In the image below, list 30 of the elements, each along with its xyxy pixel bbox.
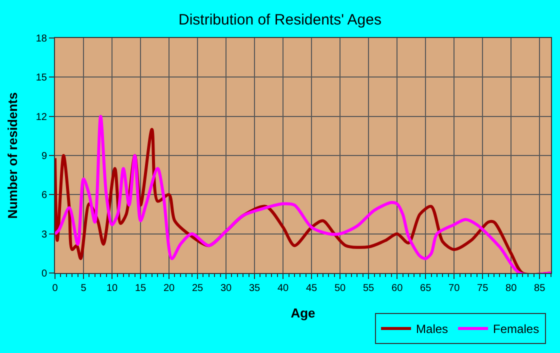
y-tick-label: 15 bbox=[36, 72, 48, 84]
x-tick-label: 15 bbox=[134, 283, 147, 294]
x-tick-label: 20 bbox=[163, 283, 176, 294]
y-tick-label: 3 bbox=[41, 229, 48, 240]
y-tick-label: 12 bbox=[36, 112, 48, 123]
x-tick-label: 40 bbox=[277, 283, 290, 294]
x-tick-label: 75 bbox=[477, 283, 489, 294]
x-tick-label: 50 bbox=[334, 283, 346, 294]
legend-label: Males bbox=[416, 322, 448, 336]
x-tick-label: 25 bbox=[192, 283, 204, 294]
x-tick-label: 45 bbox=[306, 283, 318, 294]
y-tick-label: 9 bbox=[41, 151, 48, 162]
y-tick-label: 18 bbox=[36, 34, 48, 44]
x-tick-label: 0 bbox=[52, 283, 58, 294]
x-tick-label: 65 bbox=[420, 283, 432, 294]
chart-title: Distribution of Residents' Ages bbox=[178, 12, 382, 29]
x-tick-label: 60 bbox=[392, 283, 404, 294]
x-tick-label: 85 bbox=[534, 283, 546, 294]
legend-label: Females bbox=[493, 322, 540, 336]
y-tick-label: 0 bbox=[41, 268, 48, 280]
x-tick-label: 80 bbox=[506, 283, 518, 294]
y-axis-title: Number of residents bbox=[4, 92, 20, 219]
x-tick-label: 30 bbox=[220, 283, 232, 294]
x-tick-label: 5 bbox=[80, 283, 87, 294]
y-tick-label: 6 bbox=[41, 190, 48, 202]
x-tick-label: 10 bbox=[106, 283, 118, 294]
x-tick-label: 70 bbox=[448, 283, 460, 294]
x-tick-label: 55 bbox=[362, 283, 375, 294]
x-tick-label: 35 bbox=[248, 283, 261, 294]
x-axis-title: Age bbox=[290, 306, 316, 321]
